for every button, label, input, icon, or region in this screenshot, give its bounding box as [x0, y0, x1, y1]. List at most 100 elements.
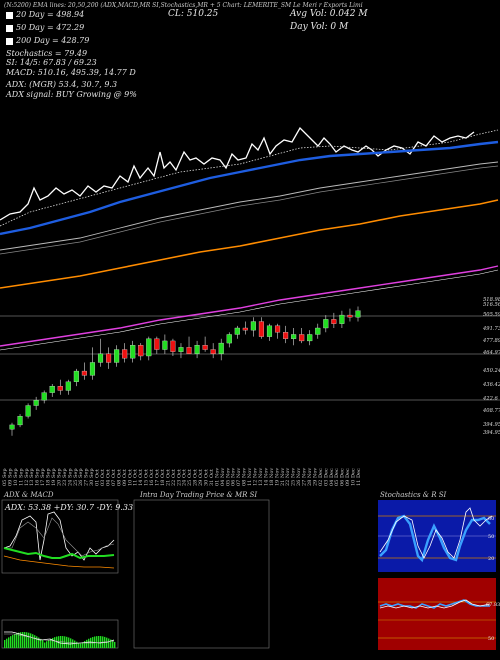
macd-histogram-bar	[100, 636, 102, 648]
macd-signal-line	[4, 633, 115, 644]
adx-panel	[1, 499, 119, 574]
stoch-label-80: 80	[488, 516, 494, 522]
ema200-line	[0, 199, 499, 289]
envelope-upper-line	[0, 265, 499, 347]
candle-body	[65, 381, 71, 391]
candle-body	[114, 349, 120, 363]
ema200-label: 200 Day = 428.79	[16, 36, 90, 45]
adx-orange-line	[3, 555, 115, 569]
y-tick-label: 491.73	[482, 326, 500, 332]
macd-histogram-bar	[62, 636, 64, 648]
x-tick-label: 28 Oct	[193, 469, 199, 486]
y-tick-label: 408.77	[482, 408, 500, 414]
candle-body	[41, 392, 47, 401]
macd-histogram-bar	[110, 639, 112, 648]
x-tick-label: 25 Sep	[73, 468, 79, 486]
macd-histogram-bar	[54, 637, 56, 648]
x-tick-label: 04 Nov	[220, 468, 226, 486]
candle-body	[323, 319, 329, 329]
macd-histogram-bar	[36, 636, 38, 648]
macd-histogram-bar	[86, 639, 88, 648]
candle-body	[315, 327, 321, 335]
macd-histogram-bar	[20, 632, 22, 648]
y-tick-label: 422.6	[482, 396, 499, 402]
macd-histogram-bar	[102, 636, 104, 648]
candle-body	[210, 349, 216, 354]
candle-body	[57, 386, 63, 391]
candle-body	[25, 405, 31, 417]
x-tick-label: 28 Nov	[307, 468, 313, 486]
x-tick-label: 21 Oct	[165, 469, 171, 486]
candle-body	[146, 338, 152, 357]
macd-histogram-bar	[90, 637, 92, 648]
y-tick-label: 477.89	[482, 338, 500, 344]
stoch-panel-title: Stochastics & R SI	[380, 491, 447, 499]
candle-body	[178, 347, 184, 352]
mrsi-white-line	[379, 599, 491, 609]
candle-body	[33, 400, 39, 406]
ema50-line	[0, 140, 499, 236]
macd-histogram-bar	[44, 642, 46, 648]
candle-body	[258, 321, 264, 337]
x-tick-label: 22 Oct	[171, 469, 177, 486]
x-tick-label: 04 Dec	[329, 468, 335, 486]
candle-body	[339, 314, 345, 324]
x-tick-label: 07 Oct	[111, 469, 117, 486]
x-tick-label: 31 Oct	[209, 469, 215, 486]
y-tick-label: 505.59	[483, 312, 500, 318]
y-tick-label: 394.95	[483, 422, 500, 428]
intraday-panel	[133, 499, 270, 649]
x-tick-label: 06 Nov	[231, 468, 237, 486]
macd-histogram-bar	[6, 638, 8, 648]
ema20-legend: 20 Day = 498.94	[6, 10, 84, 19]
candle-body	[355, 310, 361, 318]
stoch-d-line	[379, 507, 493, 559]
macd-histogram-bar	[58, 636, 60, 648]
candle-body	[347, 314, 353, 318]
x-tick-label: 23 Sep	[62, 468, 68, 486]
ema50-swatch	[6, 24, 13, 32]
x-tick-label: 08 Oct	[116, 469, 122, 486]
candle-body	[202, 345, 208, 350]
macd-histogram-bar	[30, 633, 32, 648]
macd-histogram-bar	[38, 637, 40, 648]
candle-body	[266, 325, 273, 337]
y-tick-label: 436.42	[482, 382, 500, 388]
candle-body	[106, 353, 112, 363]
candle-body	[138, 345, 144, 357]
macd-histogram-bar	[108, 638, 110, 648]
candle-body	[242, 327, 248, 331]
x-tick-label: 11 Oct	[133, 469, 139, 486]
x-tick-label: 10 Sep	[13, 468, 19, 486]
x-tick-label: 20 Sep	[56, 468, 62, 486]
macd-histogram-bar	[98, 636, 100, 648]
macd-histogram-bar	[50, 638, 52, 648]
macd-line	[4, 631, 115, 645]
candle-body	[130, 345, 136, 359]
x-tick-label: 30 Oct	[204, 469, 210, 486]
x-tick-label: 05 Dec	[334, 468, 340, 486]
macd-histogram-bar	[32, 634, 34, 648]
macd-histogram-bar	[22, 632, 24, 648]
x-tick-label: 10 Dec	[351, 468, 357, 486]
macd-histogram-bar	[70, 638, 72, 648]
macd-histogram-bar	[24, 632, 26, 648]
candle-body	[299, 334, 305, 342]
x-tick-label: 19 Sep	[51, 468, 57, 486]
candle-body	[234, 327, 240, 335]
macd-histogram-bar	[76, 641, 78, 648]
macd-histogram-bar	[8, 637, 10, 648]
candle-body	[9, 424, 15, 430]
stoch-label-20: 20	[488, 556, 494, 562]
x-tick-label: 11 Sep	[18, 468, 24, 486]
x-tick-label: 11 Nov	[247, 468, 253, 486]
x-tick-label: 05 Nov	[225, 468, 231, 486]
x-tick-label: 18 Oct	[160, 469, 166, 486]
x-tick-label: 10 Oct	[127, 469, 133, 486]
x-tick-label: 27 Sep	[84, 468, 90, 486]
macd-histogram-bar	[88, 638, 90, 648]
macd-histogram-bar	[10, 636, 12, 648]
candle-body	[73, 370, 79, 382]
x-tick-label: 09 Oct	[122, 469, 128, 486]
x-tick-label: 11 Dec	[356, 468, 362, 486]
